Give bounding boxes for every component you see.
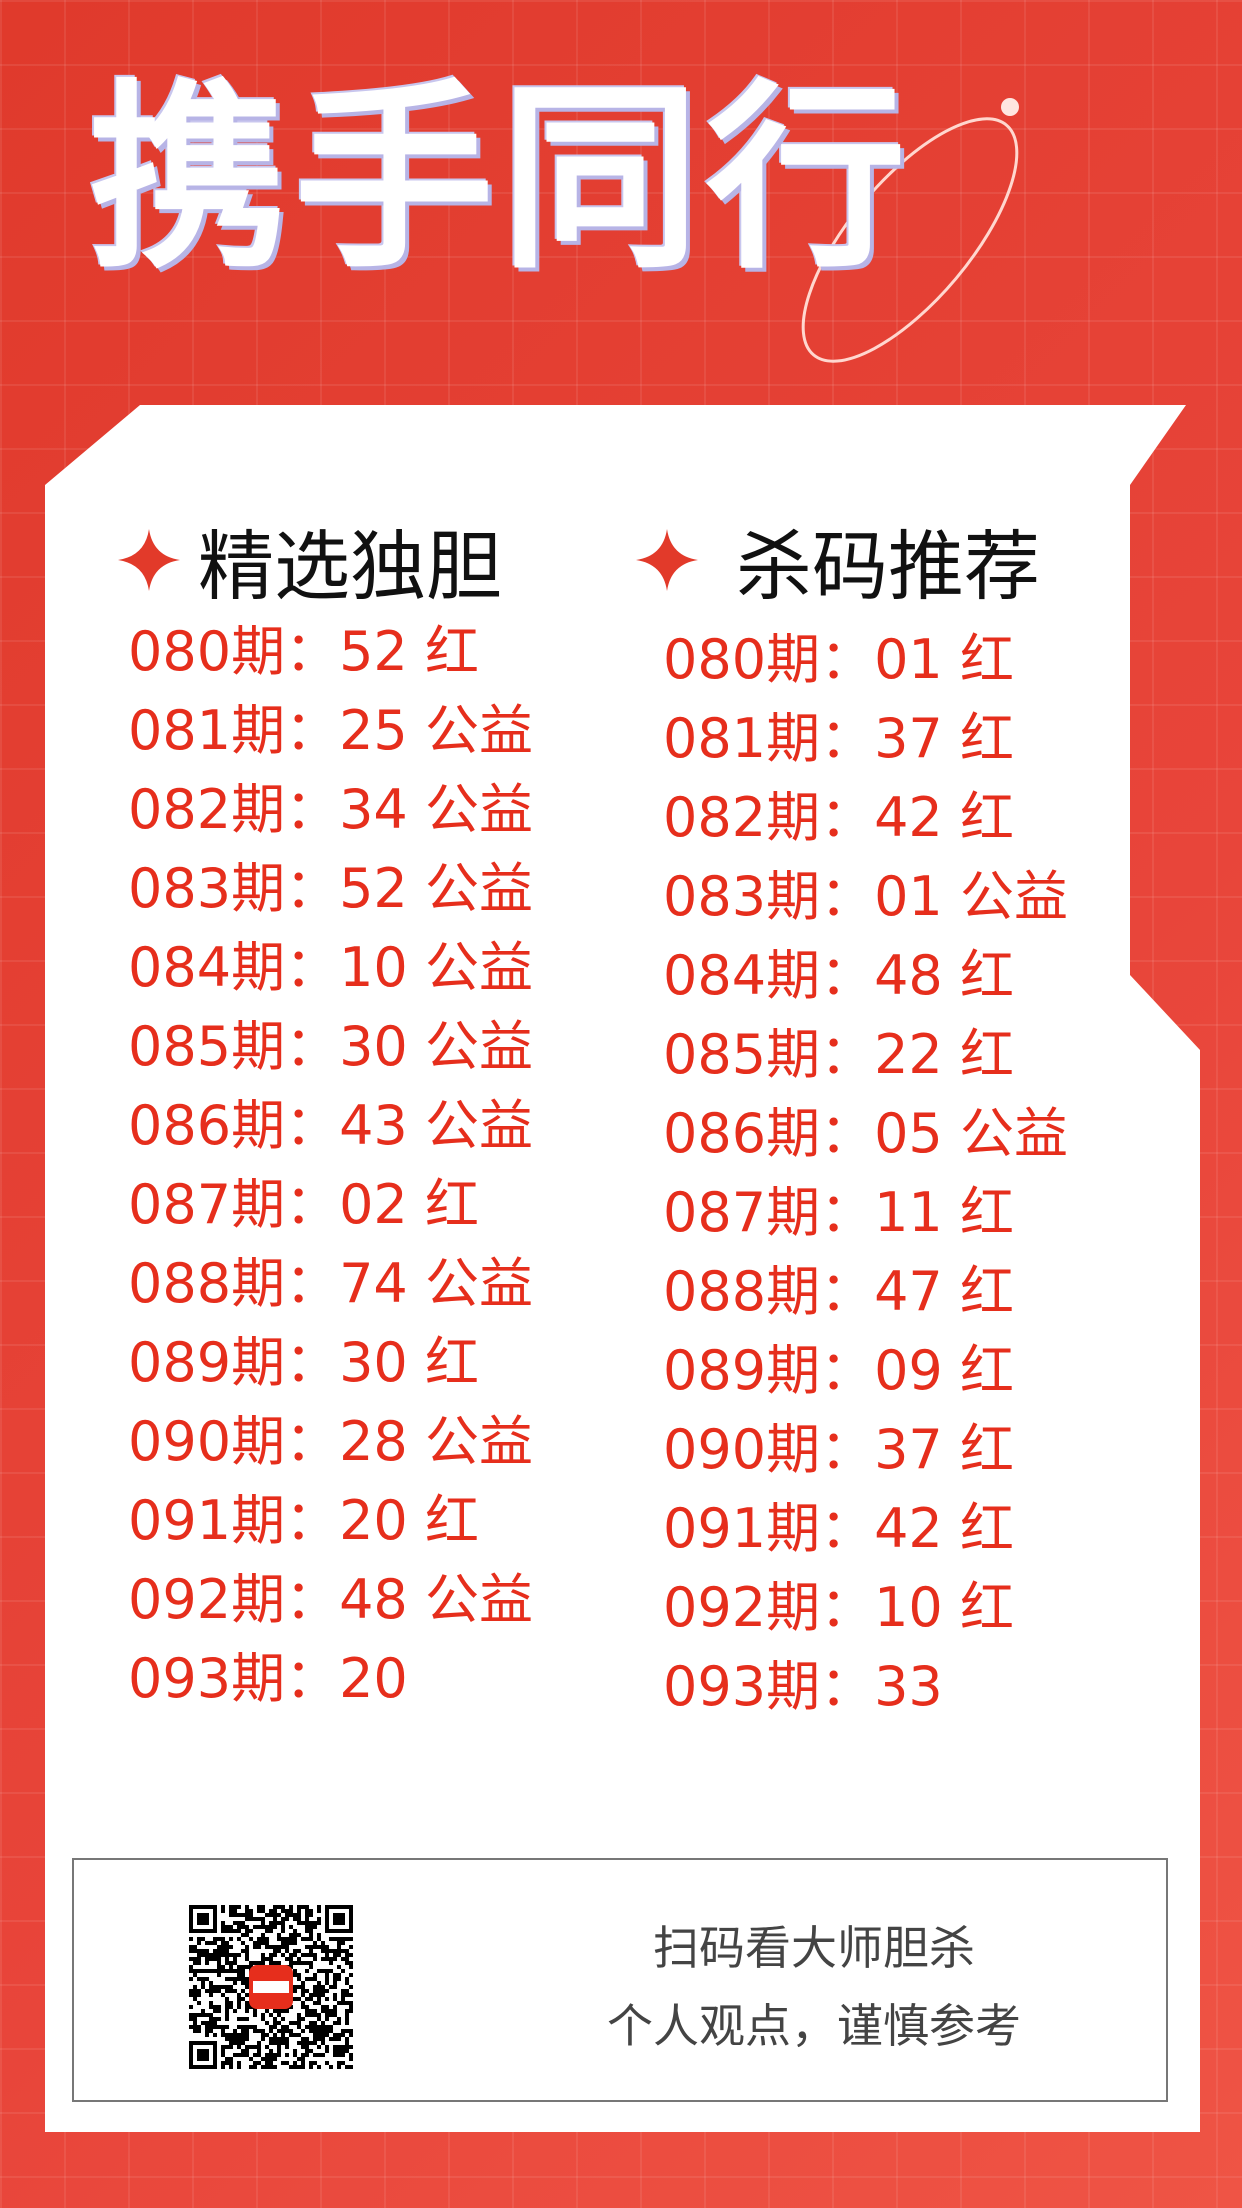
left-list: 080期：52 红 081期：25 公益 082期：34 公益 083期：52 公益 0… [128, 612, 533, 1718]
list-item: 083期：52 公益 [128, 857, 533, 920]
left-header: 精选独胆 [118, 505, 502, 615]
right-list: 080期：01 红 081期：37 红 082期：42 红 083期：01 公益 084… [663, 620, 1068, 1726]
list-item: 091期：20 红 [128, 1489, 479, 1552]
qr-box: 扫码看大师胆杀 个人观点，谨慎参考 [72, 1858, 1168, 2102]
list-item: 088期：74 公益 [128, 1252, 533, 1315]
list-item: 083期：01 公益 [663, 865, 1068, 928]
list-item: 082期：42 红 [663, 786, 1014, 849]
list-item: 090期：37 红 [663, 1418, 1014, 1481]
list-item: 087期：11 红 [663, 1181, 1014, 1244]
list-item: 091期：42 红 [663, 1497, 1014, 1560]
list-item: 081期：37 红 [663, 707, 1014, 770]
right-heading: 杀码推荐 [736, 522, 1040, 611]
footer-line1: 扫码看大师胆杀 [653, 1921, 975, 1975]
list-item: 088期：47 红 [663, 1260, 1014, 1323]
list-item: 082期：34 公益 [128, 778, 533, 841]
list-item: 093期：20 [128, 1647, 408, 1710]
list-item: 081期：25 公益 [128, 699, 533, 762]
right-header: 杀码推荐 [636, 505, 1040, 615]
list-item: 085期：30 公益 [128, 1015, 533, 1078]
list-item: 080期：01 红 [663, 628, 1014, 691]
list-item: 086期：05 公益 [663, 1102, 1068, 1165]
list-item: 080期：52 红 [128, 620, 479, 683]
sparkle-icon [636, 529, 698, 591]
qr-code [189, 1905, 353, 2069]
orbit-decoration [801, 98, 1019, 363]
list-item: 084期：48 红 [663, 944, 1014, 1007]
footer-line2: 个人观点，谨慎参考 [607, 1999, 1021, 2053]
list-item: 089期：30 红 [128, 1331, 479, 1394]
list-item: 092期：48 公益 [128, 1568, 533, 1631]
list-item: 090期：28 公益 [128, 1410, 533, 1473]
page-title: 携手同行 [88, 63, 913, 296]
list-item: 084期：10 公益 [128, 936, 533, 999]
sparkle-icon [118, 529, 180, 591]
list-item: 092期：10 红 [663, 1576, 1014, 1639]
left-heading: 精选独胆 [198, 522, 502, 611]
list-item: 086期：43 公益 [128, 1094, 533, 1157]
list-item: 085期：22 红 [663, 1023, 1014, 1086]
list-item: 089期：09 红 [663, 1339, 1014, 1402]
list-item: 093期：33 [663, 1655, 943, 1718]
list-item: 087期：02 红 [128, 1173, 479, 1236]
